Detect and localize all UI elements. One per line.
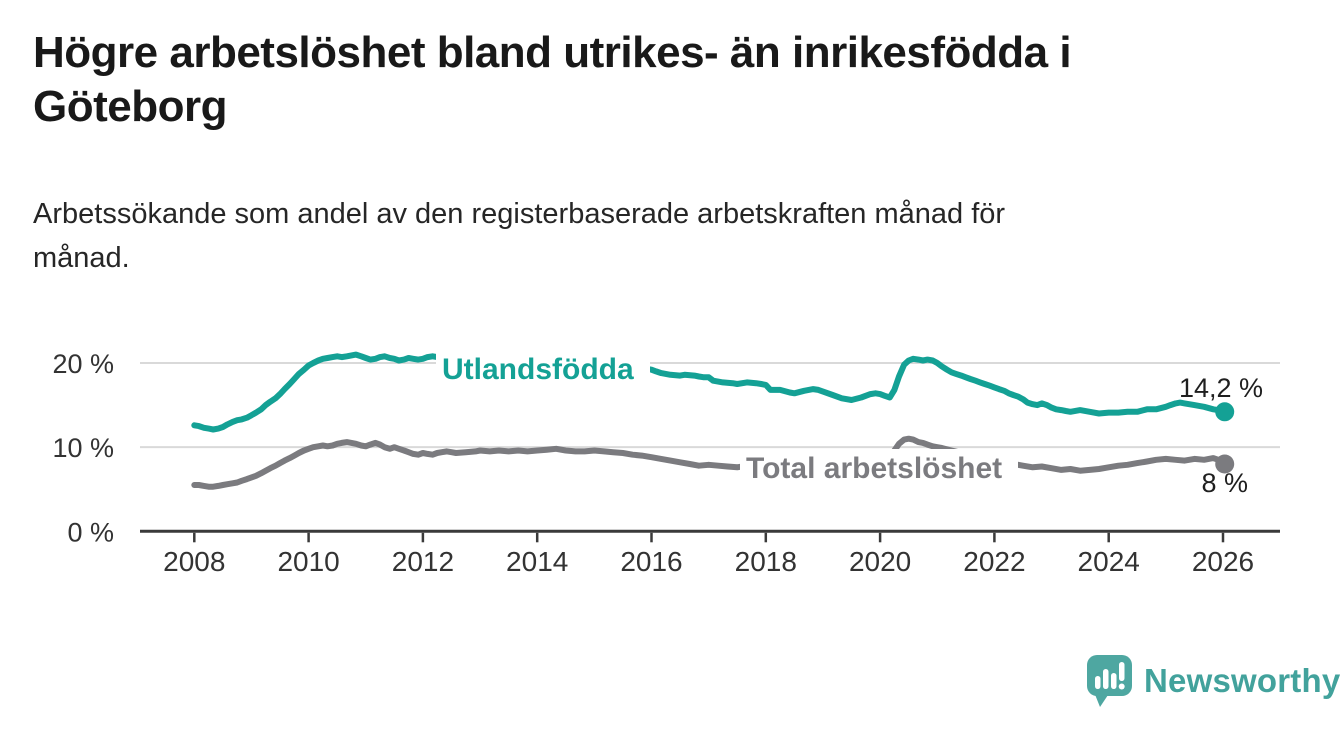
x-tick-label: 2016: [620, 546, 682, 577]
newsworthy-speech-bubble-bar-chart-icon: [1087, 655, 1132, 707]
line-chart: Utlandsfödda Total arbetslöshet 2008 2010 20…: [52, 346, 1280, 577]
title-line-1: Högre arbetslöshet bland utrikes- än inr…: [33, 28, 1072, 77]
series-end-value-label: 14,2 %: [1179, 373, 1263, 403]
series-end-dot: [1215, 402, 1235, 422]
brand-name: Newsworthy: [1144, 662, 1340, 699]
page-title: Högre arbetslöshet bland utrikes- än inr…: [33, 26, 1072, 134]
subtitle-line-2: månad.: [33, 242, 130, 274]
series-label-mask: [740, 449, 1018, 488]
subtitle-line-1: Arbetssökande som andel av den registerb…: [33, 198, 1006, 230]
y-tick-label: 0 %: [67, 517, 114, 547]
x-tick-label: 2010: [277, 546, 339, 577]
title-line-2: Göteborg: [33, 82, 227, 131]
x-tick-label: 2024: [1078, 546, 1140, 577]
series-end-value-label: 8 %: [1201, 468, 1248, 498]
series-inline-label: Total arbetslöshet: [746, 452, 1002, 485]
y-tick-label: 10 %: [52, 433, 114, 463]
x-tick-label: 2008: [163, 546, 225, 577]
series-line-utlandsfodda: [191, 351, 1228, 433]
newsworthy-logo: Newsworthy: [1086, 654, 1340, 708]
x-tick-label: 2020: [849, 546, 911, 577]
series-inline-label: Utlandsfödda: [442, 353, 634, 386]
x-tick-label: 2018: [735, 546, 797, 577]
chart-subtitle: Arbetssökande som andel av den registerb…: [33, 192, 1005, 280]
series-line-total-arbetsloshet: [191, 435, 1228, 490]
y-tick-label: 20 %: [52, 349, 114, 379]
x-tick-label: 2022: [963, 546, 1025, 577]
series-label-mask: [436, 346, 650, 394]
x-tick-label: 2014: [506, 546, 568, 577]
x-tick-label: 2012: [392, 546, 454, 577]
series-end-dot: [1215, 454, 1235, 474]
x-tick-label: 2026: [1192, 546, 1254, 577]
